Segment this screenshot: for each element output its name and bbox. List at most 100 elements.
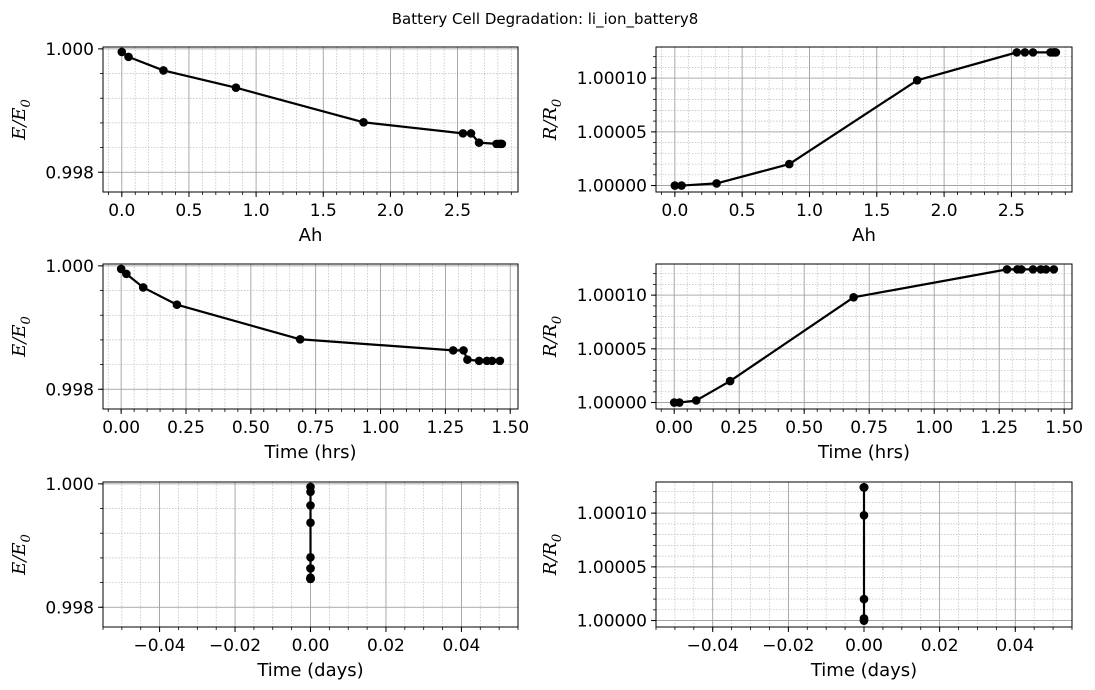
x-axis-label: Time (hrs) (817, 442, 910, 463)
data-point (306, 487, 315, 497)
data-point (487, 356, 497, 366)
data-point (1002, 265, 1012, 274)
x-tick-label: 1.0 (796, 201, 823, 221)
data-point (859, 483, 869, 492)
plot-frame (102, 263, 519, 410)
grid (656, 47, 1072, 192)
plot-frame (102, 46, 519, 193)
plot-frame (655, 263, 1073, 410)
y-tick-label: 1.00005 (577, 123, 647, 143)
subplot-resistance-vs-ah: 0.0 0.5 1.0 1.5 2.0 2.5 1.00000 1.00005 1.00010 A… (540, 46, 1073, 246)
data-point (1041, 265, 1051, 274)
x-tick-label: 0.25 (167, 418, 205, 438)
data-point (306, 564, 315, 573)
x-axis-label: Ah (299, 225, 323, 246)
data-point (849, 292, 858, 302)
data-point (172, 300, 182, 310)
x-axis-label: Time (days) (810, 660, 917, 681)
data-point (497, 139, 507, 149)
grid (656, 264, 1072, 409)
y-tick-label: 0.998 (45, 163, 94, 183)
x-tick-label: 0.75 (297, 418, 335, 438)
data-point (122, 269, 131, 279)
subplot-resistance-vs-time-days: −0.04 −0.02 0.00 0.02 0.04 1.00000 1.00005 1.00… (540, 481, 1073, 681)
axis-ticks: 0.0 0.5 1.0 1.5 2.0 2.5 1.00000 1.00005 1.00010 (577, 56, 1066, 221)
data-point (675, 398, 684, 407)
x-tick-label: 0.04 (442, 636, 480, 656)
subplot-energy-vs-time-days: −0.04 −0.02 0.00 0.02 0.04 0.998 1.000 Time (da… (9, 475, 519, 681)
plot-frame (655, 46, 1073, 193)
x-tick-label: −0.04 (134, 636, 186, 656)
grid (103, 47, 518, 192)
y-tick-label: 1.00000 (577, 394, 647, 414)
y-tick-label: 0.998 (45, 380, 94, 400)
data-point (1049, 265, 1059, 274)
data-point (474, 138, 484, 147)
subplot-resistance-vs-time-hrs: 0.00 0.25 0.50 0.75 1.00 1.25 1.50 1.00000 1.000… (540, 263, 1083, 463)
y-axis-label: E/E0 (9, 316, 34, 358)
x-tick-label: 0.50 (785, 418, 823, 438)
data-point (1028, 265, 1038, 274)
y-tick-label: 1.000 (45, 40, 94, 60)
figure-title: Battery Cell Degradation: li_ion_battery… (392, 10, 699, 29)
x-tick-label: 0.02 (921, 636, 959, 656)
data-point (306, 501, 315, 510)
series-line (674, 51, 1056, 187)
x-tick-label: 0.04 (996, 636, 1034, 656)
x-tick-label: −0.02 (209, 636, 261, 656)
x-tick-label: 0.0 (661, 201, 688, 221)
data-point (474, 356, 484, 366)
x-tick-label: 0.00 (845, 636, 883, 656)
plot-frame (655, 481, 1073, 628)
data-point (1012, 48, 1022, 57)
data-point (692, 396, 701, 405)
y-tick-label: 1.00005 (577, 340, 647, 360)
x-tick-label: 0.00 (655, 418, 693, 438)
y-tick-label: 1.00005 (577, 558, 647, 578)
data-point (117, 47, 127, 57)
x-tick-label: 2.0 (377, 201, 404, 221)
data-point (1017, 265, 1026, 274)
x-tick-label: 2.0 (931, 201, 958, 221)
y-axis-label: E/E0 (9, 534, 34, 576)
data-point (859, 594, 869, 604)
y-tick-label: 0.998 (45, 598, 94, 618)
data-point (448, 346, 458, 355)
data-point (359, 117, 368, 127)
x-tick-label: 1.50 (491, 418, 529, 438)
x-tick-label: 2.5 (998, 201, 1025, 221)
x-axis-label: Time (days) (256, 660, 363, 681)
x-tick-label: 0.02 (367, 636, 405, 656)
data-point (306, 518, 315, 528)
subplot-energy-vs-time-hrs: 0.00 0.25 0.50 0.75 1.00 1.25 1.50 0.998 1.000 Ti… (9, 257, 529, 463)
data-point (495, 356, 505, 366)
axis-ticks: 0.00 0.25 0.50 0.75 1.00 1.25 1.50 1.00000 1.000… (577, 273, 1083, 438)
x-tick-label: 0.75 (850, 418, 888, 438)
y-axis-label: R/R0 (540, 534, 565, 576)
data-point (159, 66, 168, 75)
axis-ticks: −0.04 −0.02 0.00 0.02 0.04 1.00000 1.00005 1.00… (577, 491, 1073, 656)
x-axis-label: Time (hrs) (263, 442, 356, 463)
y-axis-label: R/R0 (540, 316, 565, 358)
axis-ticks: 0.0 0.5 1.0 1.5 2.0 2.5 0.998 1.000 (45, 40, 512, 221)
data-point (784, 159, 794, 169)
y-tick-label: 1.000 (45, 257, 94, 277)
y-tick-label: 1.00010 (577, 69, 647, 89)
plot-frame (102, 481, 519, 628)
data-point (1020, 48, 1030, 57)
data-point (466, 129, 476, 138)
y-axis-label: E/E0 (9, 99, 34, 141)
y-tick-label: 1.000 (45, 475, 94, 495)
grid (103, 264, 518, 409)
y-tick-label: 1.00000 (577, 177, 647, 197)
x-tick-label: 1.00 (362, 418, 400, 438)
data-point (463, 355, 472, 364)
x-tick-label: 0.00 (292, 636, 330, 656)
data-point (295, 334, 305, 344)
x-tick-label: 1.50 (1045, 418, 1083, 438)
y-tick-label: 1.00000 (577, 612, 647, 632)
y-axis-label: R/R0 (540, 99, 565, 141)
x-tick-label: 0.5 (175, 201, 202, 221)
data-point (677, 181, 686, 190)
